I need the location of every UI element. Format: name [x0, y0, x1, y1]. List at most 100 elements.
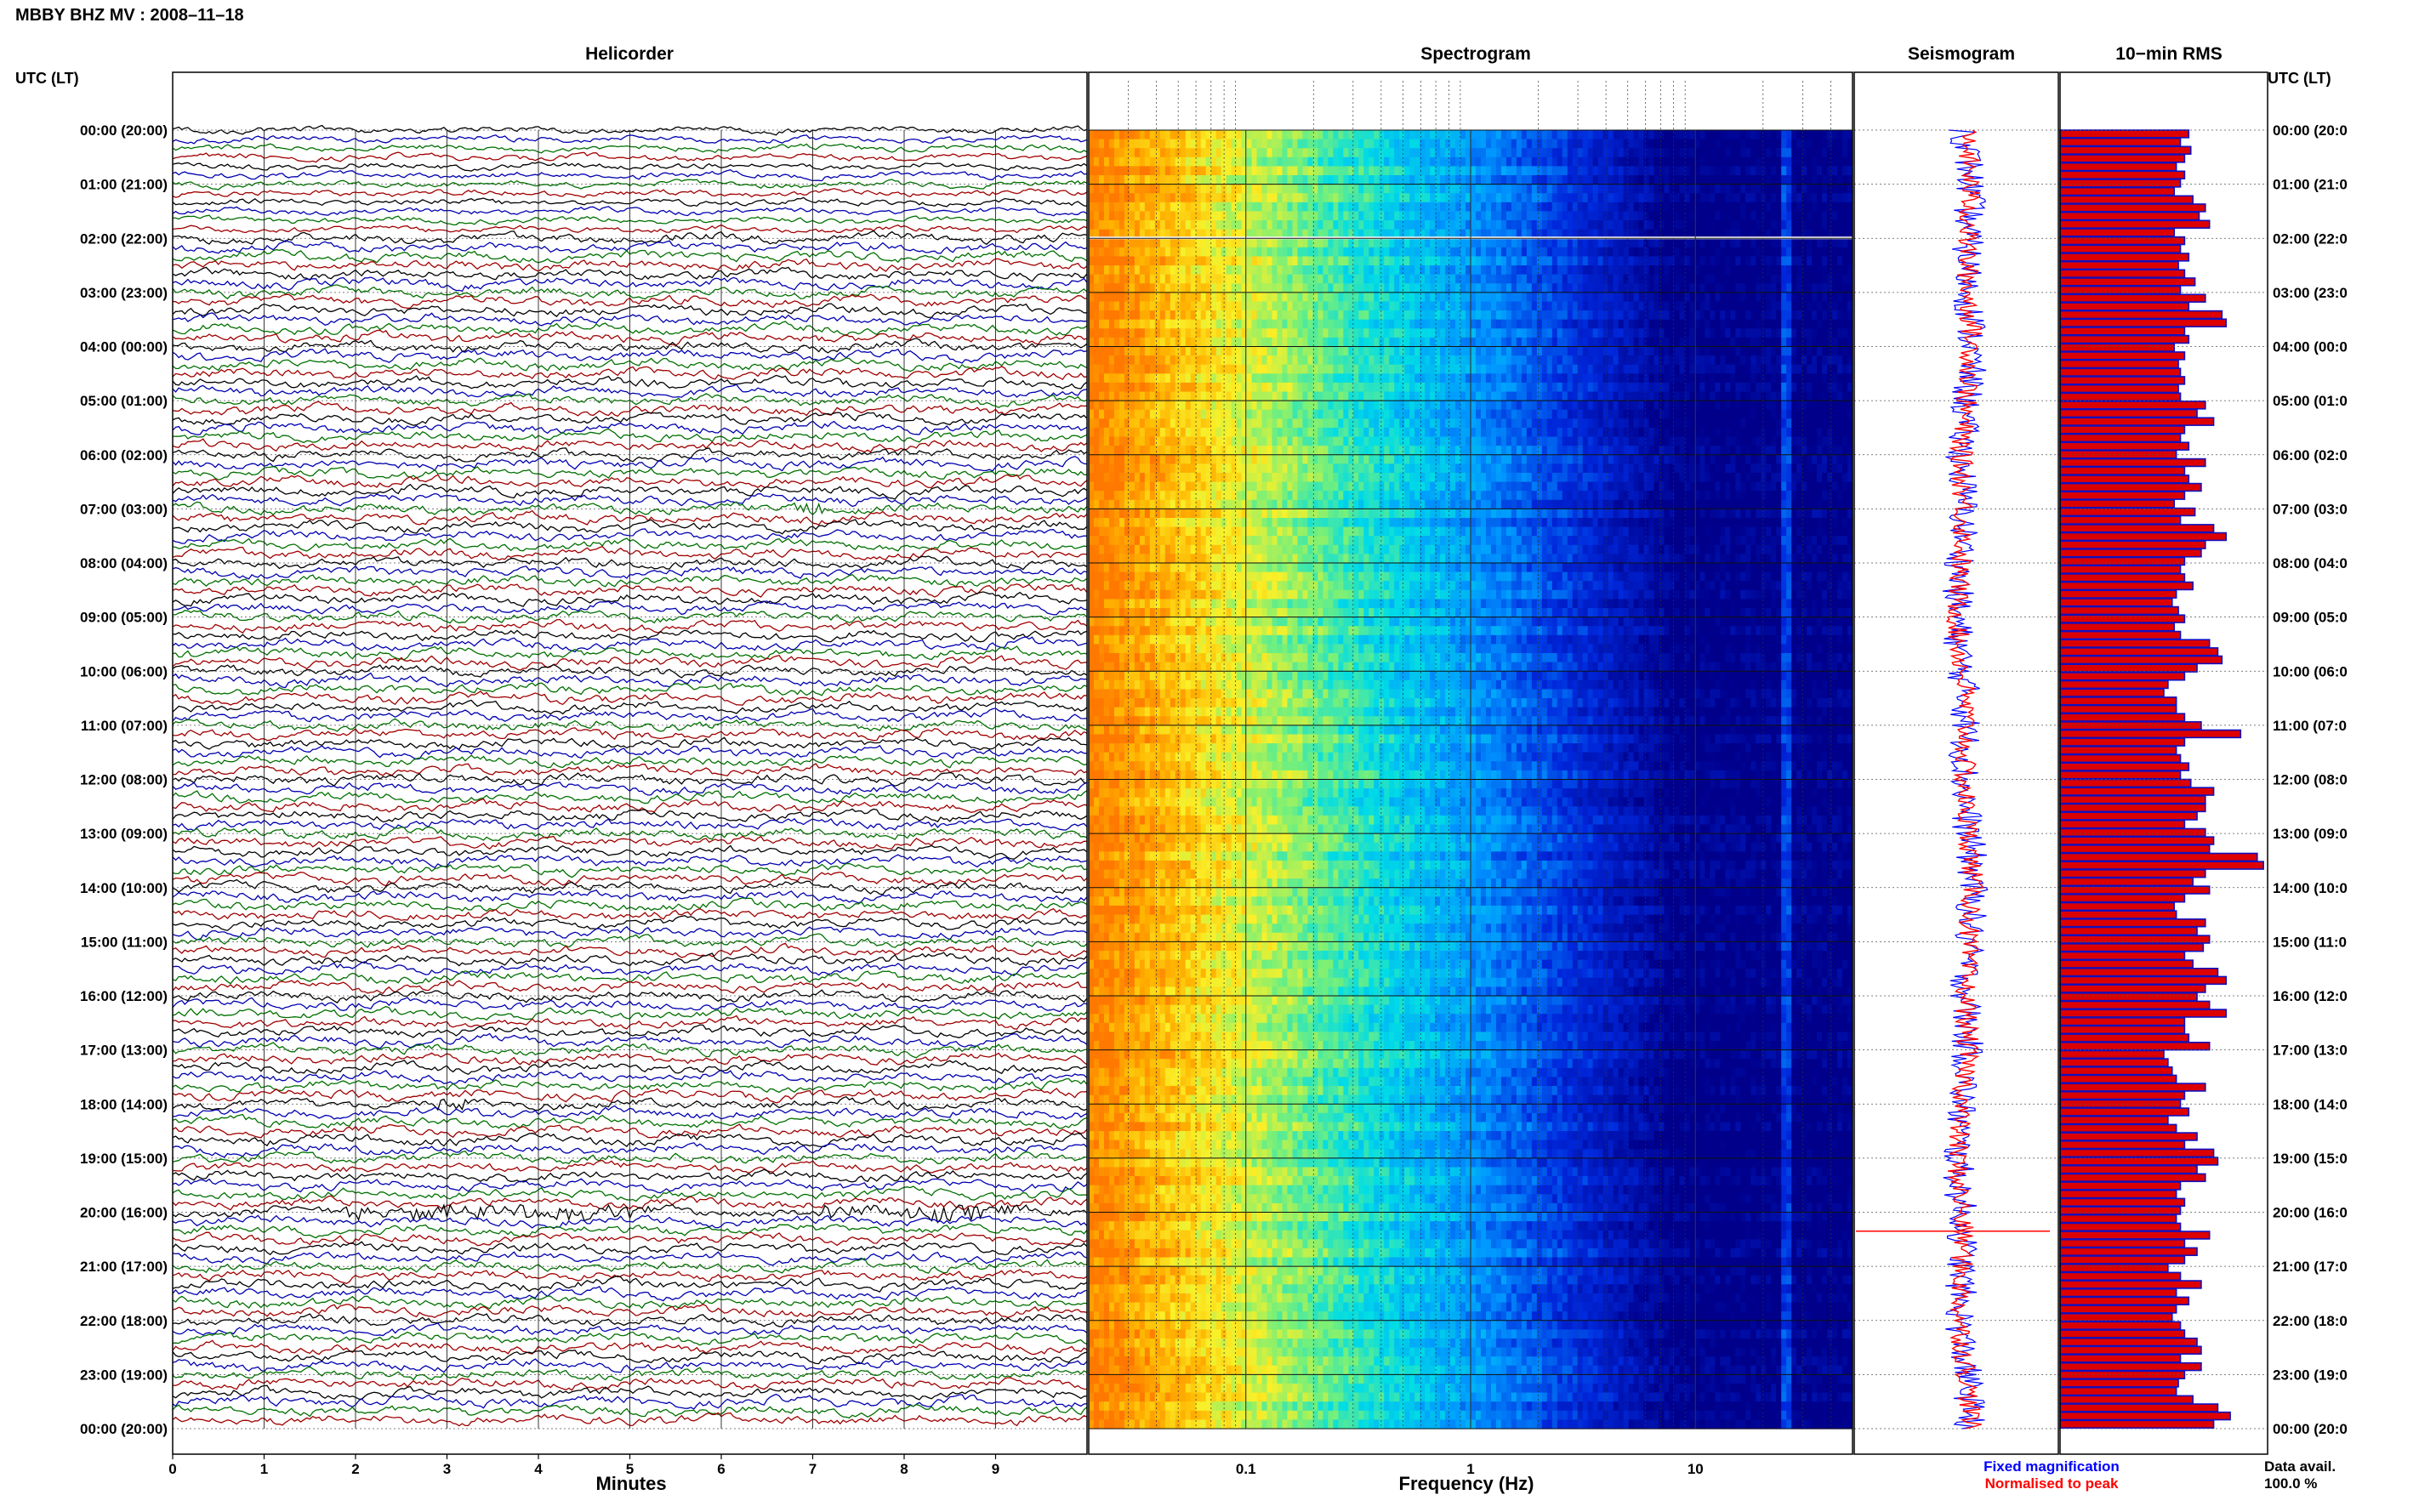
spectrogram-cell — [1113, 130, 1120, 140]
spectrogram-cell — [1149, 175, 1156, 185]
spectrogram-cell — [1786, 382, 1792, 393]
spectrogram-cell — [1445, 319, 1451, 329]
spectrogram-cell — [1827, 364, 1833, 374]
spectrogram-cell — [1511, 202, 1517, 213]
spectrogram-cell — [1251, 139, 1258, 149]
spectrogram-cell — [1200, 166, 1207, 176]
spectrogram-cell — [1379, 256, 1385, 266]
spectrogram-cell — [1134, 247, 1141, 258]
spectrogram-cell — [1098, 184, 1105, 194]
spectrogram-cell — [1485, 346, 1492, 356]
spectrogram-cell — [1817, 211, 1823, 221]
spectrogram-cell — [1577, 283, 1584, 293]
spectrogram-cell — [1766, 328, 1772, 338]
spectrogram-cell — [1389, 364, 1395, 374]
spectrogram-cell — [1735, 346, 1741, 356]
spectrogram-cell — [1471, 156, 1477, 168]
spectrogram-cell — [1292, 139, 1299, 149]
spectrogram-cell — [1725, 373, 1731, 384]
spectrogram-cell — [1643, 418, 1650, 429]
spectrogram-cell — [1791, 364, 1797, 374]
spectrogram-cell — [1577, 156, 1584, 168]
spectrogram-cell — [1572, 202, 1579, 213]
spectrogram-cell — [1582, 364, 1589, 374]
spectrogram-cell — [1587, 328, 1594, 338]
spectrogram-cell — [1572, 346, 1579, 356]
spectrogram-cell — [1837, 247, 1843, 258]
spectrogram-cell — [1210, 274, 1217, 284]
spectrogram-cell — [1674, 355, 1681, 366]
spectrogram-cell — [1511, 283, 1517, 293]
spectrogram-cell — [1302, 401, 1309, 411]
spectrogram-cell — [1369, 238, 1375, 248]
spectrogram-cell — [1735, 382, 1741, 393]
spectrogram-cell — [1633, 274, 1640, 284]
spectrogram-cell — [1669, 211, 1676, 221]
spectrogram-cell — [1093, 401, 1100, 411]
spectrogram-cell — [1399, 418, 1405, 429]
spectrogram-cell — [1689, 364, 1696, 374]
spectrogram-cell — [1180, 301, 1187, 311]
spectrogram-cell — [1205, 382, 1212, 393]
spectrogram-cell — [1511, 346, 1517, 356]
spectrogram-cell — [1404, 274, 1410, 284]
spectrogram-cell — [1761, 301, 1767, 311]
spectrogram-cell — [1251, 274, 1258, 284]
spectrogram-cell — [1118, 319, 1125, 329]
spectrogram-cell — [1827, 166, 1833, 176]
spectrogram-cell — [1323, 166, 1329, 176]
spectrogram-cell — [1440, 130, 1446, 140]
spectrogram-cell — [1093, 364, 1100, 374]
spectrogram-cell — [1740, 247, 1746, 258]
spectrogram-cell — [1384, 319, 1390, 329]
spectrogram-cell — [1129, 409, 1136, 419]
spectrogram-cell — [1440, 355, 1446, 366]
spectrogram-cell — [1705, 256, 1710, 266]
spectrogram-cell — [1526, 130, 1533, 140]
spectrogram-cell — [1139, 265, 1146, 276]
spectrogram-cell — [1170, 148, 1176, 158]
spectrogram-cell — [1353, 310, 1359, 321]
spectrogram-cell — [1103, 166, 1110, 176]
spectrogram-cell — [1374, 409, 1380, 419]
spectrogram-cell — [1384, 301, 1390, 311]
spectrogram-cell — [1384, 265, 1390, 276]
spectrogram-cell — [1791, 202, 1797, 213]
spectrogram-cell — [1812, 139, 1818, 149]
spectrogram-cell — [1471, 247, 1477, 258]
spectrogram-cell — [1699, 220, 1705, 230]
spectrogram-cell — [1786, 166, 1792, 176]
spectrogram-cell — [1236, 427, 1243, 438]
spectrogram-cell — [1435, 382, 1441, 393]
spectrogram-cell — [1210, 139, 1217, 149]
spectrogram-cell — [1363, 373, 1369, 384]
spectrogram-cell — [1241, 139, 1248, 149]
spectrogram-cell — [1118, 310, 1125, 321]
spectrogram-cell — [1292, 211, 1299, 221]
spectrogram-cell — [1618, 256, 1625, 266]
spectrogram-cell — [1546, 364, 1553, 374]
spectrogram-cell — [1277, 139, 1283, 149]
spectrogram-cell — [1781, 229, 1787, 239]
spectrogram-cell — [1796, 184, 1802, 194]
spectrogram-cell — [1149, 202, 1156, 213]
spectrogram-cell — [1582, 229, 1589, 239]
spectrogram-cell — [1516, 139, 1523, 149]
spectrogram-cell — [1582, 139, 1589, 149]
spectrogram-cell — [1756, 175, 1762, 185]
spectrogram-cell — [1771, 401, 1777, 411]
spectrogram-cell — [1312, 247, 1318, 258]
spectrogram-cell — [1526, 256, 1533, 266]
spectrogram-cell — [1664, 202, 1671, 213]
spectrogram-cell — [1750, 229, 1756, 239]
spectrogram-cell — [1256, 220, 1263, 230]
spectrogram-cell — [1551, 265, 1558, 276]
spectrogram-cell — [1684, 319, 1691, 329]
spectrogram-cell — [1480, 346, 1487, 356]
spectrogram-cell — [1113, 220, 1120, 230]
spectrogram-cell — [1613, 175, 1619, 185]
spectrogram-cell — [1420, 418, 1426, 429]
spectrogram-cell — [1664, 175, 1671, 185]
spectrogram-cell — [1215, 247, 1222, 258]
spectrogram-cell — [1638, 247, 1645, 258]
